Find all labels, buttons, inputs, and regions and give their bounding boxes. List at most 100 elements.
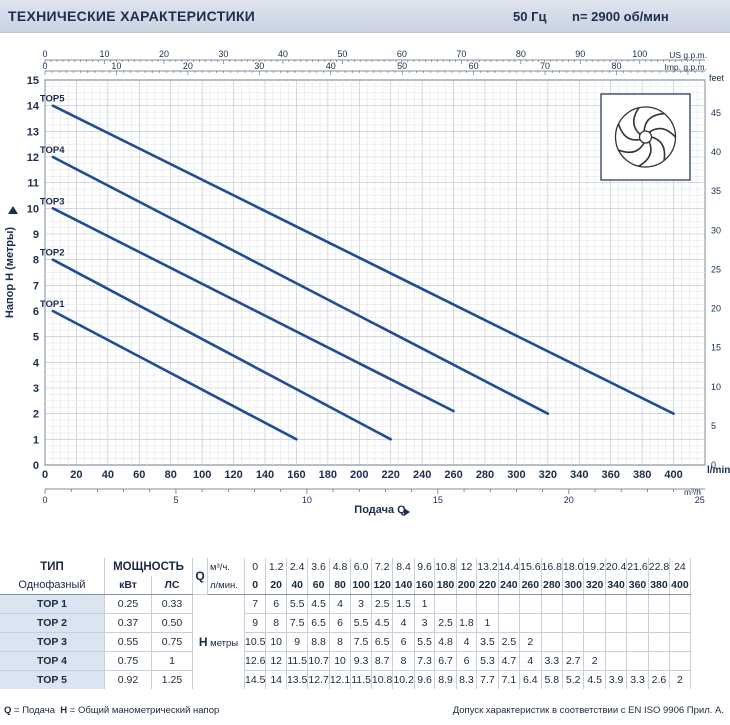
- flow-lmin-cell: 380: [648, 576, 671, 595]
- head-value-cell: [583, 594, 606, 614]
- head-value-cell: 9.3: [350, 651, 372, 671]
- hp-cell: 1.25: [151, 670, 193, 689]
- model-cell: TOP 3: [0, 632, 105, 652]
- y-tick-label: 7: [33, 280, 39, 292]
- head-value-cell: 9: [244, 613, 267, 633]
- feet-tick-label: 40: [711, 147, 721, 157]
- flow-m3h-cell: 6.0: [350, 558, 372, 576]
- x-tick-label: 160: [287, 469, 305, 481]
- head-value-cell: 2: [669, 670, 691, 689]
- hp-cell: 1: [151, 651, 193, 671]
- us-gpm-tick-label: 20: [159, 49, 169, 59]
- footer-h-symbol: H: [60, 705, 68, 716]
- head-value-cell: 14.5: [244, 670, 267, 689]
- table-row: TOP 2 0.37 0.50 9 8 7.5 6.5 6 5.5 4.5 4 3 2.5 1.8 1: [0, 613, 691, 633]
- table-row: TOP 1 0.25 0.33 H метры 7 6 5.5 4.5 4 3 2.5 1.5 1: [0, 594, 691, 689]
- x-tick-label: 0: [42, 469, 48, 481]
- head-value-cell: 5.5: [350, 613, 372, 633]
- head-label-cell: H метры: [192, 594, 245, 689]
- head-value-cell: 5.5: [414, 632, 436, 652]
- flow-lmin-cell: 160: [414, 576, 436, 595]
- head-value-cell: [541, 613, 563, 633]
- imp-gpm-unit-label: Imp. g.p.m.: [664, 62, 707, 72]
- header-kw: кВт: [104, 576, 152, 595]
- frequency-label: 50 Гц: [513, 9, 547, 24]
- imp-gpm-tick-label: 70: [540, 61, 550, 71]
- head-value-cell: [648, 613, 671, 633]
- table-row: TOP 3 0.55 0.75 10.5 10 9 8.8 8 7.5 6.5 6 5.5 4.8 4 3.…: [0, 632, 691, 652]
- us-gpm-tick-label: 90: [575, 49, 585, 59]
- y-axis-arrow-icon: [8, 206, 18, 214]
- head-value-cell: 6.5: [371, 632, 394, 652]
- head-value-cell: 4.7: [498, 651, 521, 671]
- series-label: TOP2: [40, 248, 65, 259]
- imp-gpm-tick-label: 10: [111, 61, 121, 71]
- head-value-cell: 8.8: [307, 632, 330, 652]
- imp-gpm-tick-label: 40: [326, 61, 336, 71]
- head-value-cell: 3.5: [476, 632, 499, 652]
- y-tick-label: 10: [27, 203, 39, 215]
- head-value-cell: 2.6: [648, 670, 671, 689]
- head-value-cell: 1.8: [456, 613, 478, 633]
- head-value-cell: 2.7: [562, 651, 585, 671]
- flow-lmin-cell: 400: [669, 576, 691, 595]
- head-value-cell: 12.1: [329, 670, 352, 689]
- y-axis-label: Напор H (метры): [4, 227, 16, 318]
- flow-m3h-cell: 21.6: [626, 558, 649, 576]
- series-label: TOP5: [40, 94, 65, 105]
- impeller-vane: [632, 107, 641, 135]
- us-gpm-tick-label: 80: [516, 49, 526, 59]
- flow-m3h-cell: 15.6: [519, 558, 542, 576]
- y-tick-label: 9: [33, 229, 39, 241]
- us-gpm-tick-label: 70: [456, 49, 466, 59]
- flow-m3h-cell: 0: [244, 558, 267, 576]
- us-gpm-tick-label: 10: [99, 49, 109, 59]
- head-value-cell: 4: [456, 632, 478, 652]
- head-value-cell: [648, 651, 671, 671]
- head-value-cell: 1: [414, 594, 436, 614]
- imp-gpm-tick-label: 0: [42, 61, 47, 71]
- head-value-cell: 11.5: [286, 651, 309, 671]
- head-value-cell: 10: [329, 651, 352, 671]
- hp-cell: 0.75: [151, 632, 193, 652]
- flow-lmin-cell: 260: [519, 576, 542, 595]
- head-value-cell: 4: [519, 651, 542, 671]
- m3h-tick-label: 15: [433, 495, 443, 505]
- flow-m3h-cell: 12: [456, 558, 478, 576]
- head-value-cell: 12.7: [307, 670, 330, 689]
- flow-lmin-cell: 320: [583, 576, 606, 595]
- header-q-unit-lmin: л/мин.: [207, 576, 245, 595]
- us-gpm-tick-label: 50: [337, 49, 347, 59]
- h-unit: метры: [207, 638, 239, 649]
- imp-gpm-tick-label: 60: [469, 61, 479, 71]
- footer-legend: Q = Подача H = Общий манометрический нап…: [4, 705, 220, 716]
- head-value-cell: [626, 632, 649, 652]
- series-label: TOP4: [40, 145, 65, 156]
- head-value-cell: [605, 651, 628, 671]
- head-value-cell: 3.3: [626, 670, 649, 689]
- head-value-cell: 2: [519, 632, 542, 652]
- head-value-cell: 7.3: [414, 651, 436, 671]
- head-value-cell: [648, 632, 671, 652]
- header-q-symbol: Q: [192, 558, 208, 595]
- feet-tick-label: 45: [711, 108, 721, 118]
- header-bar: ТЕХНИЧЕСКИЕ ХАРАКТЕРИСТИКИ 50 Гц n= 2900…: [0, 0, 730, 33]
- x-tick-label: 280: [476, 469, 494, 481]
- head-value-cell: 2.5: [371, 594, 394, 614]
- head-value-cell: 8: [392, 651, 415, 671]
- head-value-cell: [434, 594, 457, 614]
- impeller-vane: [651, 136, 666, 161]
- head-value-cell: 3.3: [541, 651, 563, 671]
- flow-m3h-cell: 19.2: [583, 558, 606, 576]
- y-tick-label: 8: [33, 255, 39, 267]
- m3h-tick-label: 0: [42, 495, 47, 505]
- kw-cell: 0.55: [104, 632, 152, 652]
- head-value-cell: [498, 594, 521, 614]
- x-tick-label: 360: [602, 469, 620, 481]
- y-tick-label: 6: [33, 306, 39, 318]
- kw-cell: 0.37: [104, 613, 152, 633]
- head-value-cell: 3: [414, 613, 436, 633]
- us-gpm-tick-label: 0: [42, 49, 47, 59]
- x-tick-label: 200: [350, 469, 368, 481]
- kw-cell: 0.75: [104, 651, 152, 671]
